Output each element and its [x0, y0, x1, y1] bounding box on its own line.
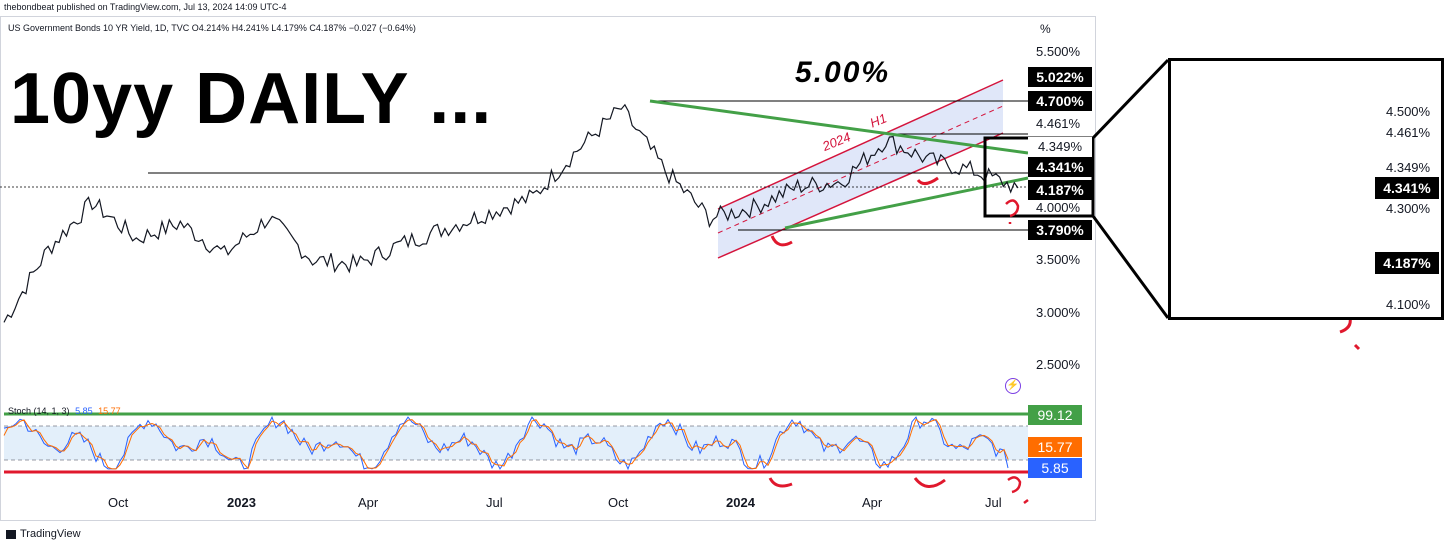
zoom-label: 4.100% [1386, 297, 1431, 312]
zoom-box-4341: 4.341% [1375, 177, 1439, 199]
x-axis-label: Apr [358, 495, 379, 510]
branding-text: TradingView [20, 528, 81, 540]
stoch-k-value: 5.85 [75, 406, 93, 416]
stoch-d-value: 15.77 [98, 406, 121, 416]
price-box-5022: 5.022% [1028, 67, 1092, 87]
x-axis-label: Apr [862, 495, 883, 510]
stoch-d-line [3, 418, 1009, 470]
price-line [3, 103, 1019, 323]
stoch-label: Stoch (14, 1, 3) [8, 406, 70, 416]
red-question-stoch [1007, 476, 1029, 504]
stoch-legend: Stoch (14, 1, 3) 5.85 15.77 [8, 406, 121, 416]
price-box-4700: 4.700% [1028, 91, 1092, 111]
y-axis-label: 5.500% [1036, 44, 1081, 59]
tradingview-logo[interactable]: TradingView [6, 528, 81, 540]
green-trend-down [649, 99, 1029, 155]
price-box-4187: 4.187% [1028, 180, 1092, 200]
price-box-4341: 4.341% [1028, 157, 1092, 177]
annotation-target: 5.00% [795, 56, 891, 89]
red-mark-low [770, 235, 793, 247]
x-axis-label: Jul [486, 495, 503, 510]
channel-mid-line [717, 105, 1004, 234]
channel-lower-line [717, 132, 1004, 259]
stoch-band [4, 426, 1028, 460]
x-axis-label: 2023 [227, 495, 256, 510]
x-axis-label: Oct [608, 495, 629, 510]
y-axis-label: 4.000% [1036, 200, 1081, 215]
stoch-upper-box: 99.12 [1028, 405, 1082, 425]
attribution-text: thebondbeat published on TradingView.com… [4, 2, 287, 12]
red-mark-stoch-2 [913, 477, 946, 488]
zoom-connector-bottom [1091, 215, 1170, 319]
y-axis-label: 3.000% [1036, 305, 1081, 320]
zoom-label: 4.500% [1386, 104, 1431, 119]
x-axis-label: 2024 [726, 495, 755, 510]
x-axis-label: Jul [985, 495, 1002, 510]
y-axis-label: 2.500% [1036, 357, 1081, 372]
zoom-connector-top [1091, 58, 1170, 140]
stoch-k-box: 5.85 [1028, 458, 1082, 478]
zoom-label: 4.349% [1386, 160, 1431, 175]
stoch-k-line [3, 415, 1009, 471]
lightning-icon[interactable]: ⚡ [1005, 378, 1021, 394]
y-axis-label: 4.461% [1036, 116, 1081, 131]
red-mark-stoch-1 [768, 477, 793, 488]
symbol-info: US Government Bonds 10 YR Yield, 1D, TVC… [8, 23, 416, 33]
zoom-label: 4.461% [1386, 125, 1431, 140]
price-label-4349: 4.349% [1028, 137, 1092, 157]
y-axis-label: 3.500% [1036, 252, 1081, 267]
green-trend-up [784, 176, 1029, 230]
tv-logo-icon [6, 529, 16, 539]
zoom-box-4187: 4.187% [1375, 252, 1439, 274]
zoom-label: 4.300% [1386, 201, 1431, 216]
stoch-d-box: 15.77 [1028, 437, 1082, 457]
x-axis-label: Oct [108, 495, 129, 510]
price-box-3790: 3.790% [1028, 220, 1092, 240]
annotation-title: 10yy DAILY ... [10, 59, 493, 139]
y-axis-unit: % [1040, 22, 1051, 36]
chart-panel[interactable] [0, 16, 1096, 521]
red-question-main [1005, 199, 1020, 224]
red-mark-mid [916, 176, 939, 185]
